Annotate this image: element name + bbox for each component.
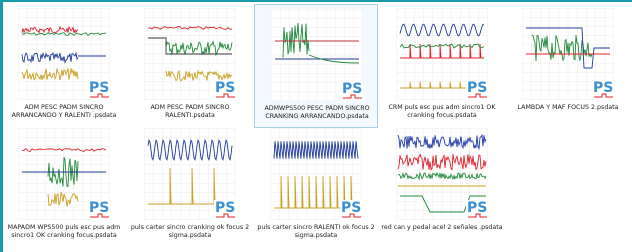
thumbnail: PS	[271, 9, 363, 101]
file-item[interactable]: PS red can y pedal acel 2 señales .psdata	[380, 124, 504, 244]
file-item[interactable]: PS ADM PESC PADM SINCRO ARRANCANDO Y RALE…	[2, 4, 126, 124]
thumbnail: PS	[396, 128, 488, 220]
file-name: LAMBDA Y MAF FOCUS 2.psdata	[506, 104, 630, 112]
file-item[interactable]: PS puls carter sincro cranking ok focus 2…	[128, 124, 252, 244]
file-name: ADMWPS500 PESC PADM SINCRO CRANKING ARRA…	[255, 105, 379, 121]
thumbnail: PS	[144, 8, 236, 100]
file-name: CRM puls esc pus adm sincro1 OK cranking…	[380, 104, 504, 120]
thumbnail: PS	[396, 8, 488, 100]
file-item[interactable]: PS LAMBDA Y MAF FOCUS 2.psdata	[506, 4, 630, 124]
file-name: puls carter sincro RALENTI ok focus 2 si…	[254, 224, 378, 240]
file-name: ADM PESC PADM SINCRO RALENTI.psdata	[128, 104, 252, 120]
thumbnail: PS	[270, 128, 362, 220]
file-item[interactable]: PS puls carter sincro RALENTI ok focus 2 …	[254, 124, 378, 244]
thumbnail: PS	[144, 128, 236, 220]
file-name: red can y pedal acel 2 señales .psdata	[380, 224, 504, 232]
thumbnail: PS	[18, 8, 110, 100]
file-item[interactable]: PS ADM PESC PADM SINCRO RALENTI.psdata	[128, 4, 252, 124]
thumbnail: PS	[522, 8, 614, 100]
thumbnail: PS	[18, 128, 110, 220]
file-item[interactable]: PS ADMWPS500 PESC PADM SINCRO CRANKING AR…	[254, 4, 378, 128]
file-name: puls carter sincro cranking ok focus 2 s…	[128, 224, 252, 240]
file-name: ADM PESC PADM SINCRO ARRANCANDO Y RALENT…	[2, 104, 126, 120]
file-name: MAPADM WPS500 puls esc pus adm sincro1 O…	[2, 224, 126, 240]
file-browser: PS ADM PESC PADM SINCRO ARRANCANDO Y RALE…	[0, 0, 632, 252]
frame-edge	[0, 0, 632, 2]
file-item[interactable]: PS CRM puls esc pus adm sincro1 OK cranki…	[380, 4, 504, 124]
file-item[interactable]: PS MAPADM WPS500 puls esc pus adm sincro1…	[2, 124, 126, 244]
